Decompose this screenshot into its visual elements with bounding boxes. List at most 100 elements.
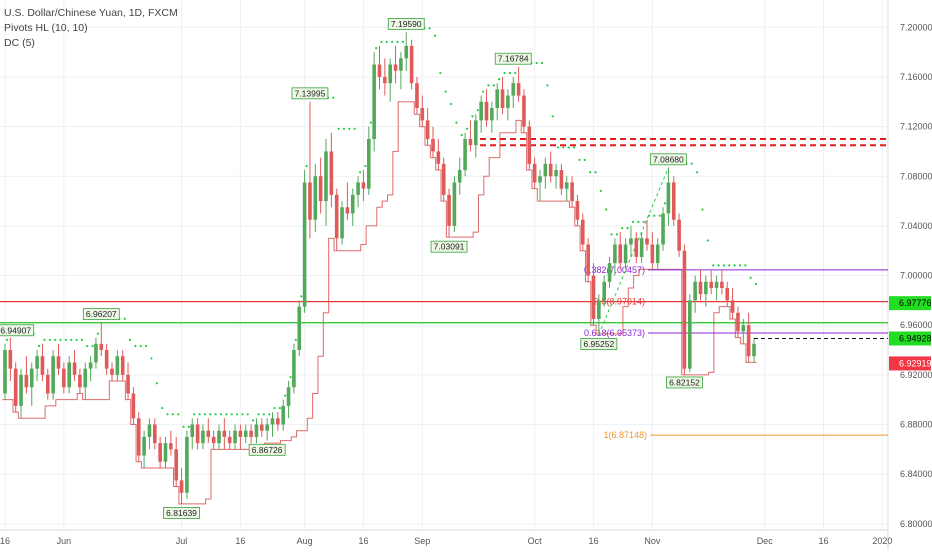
candle-body xyxy=(425,120,430,140)
candle-body xyxy=(350,194,355,214)
donchian-upper-dot xyxy=(722,264,726,267)
donchian-upper-dot xyxy=(615,233,619,236)
candle-body xyxy=(554,170,558,177)
donchian-upper-dot xyxy=(278,406,281,410)
donchian-upper-dot xyxy=(696,171,699,174)
donchian-upper-dot xyxy=(642,220,645,224)
candle-body xyxy=(452,182,457,226)
price-tag xyxy=(889,356,931,371)
donchian-upper-dot xyxy=(182,425,185,428)
time-tick-label: Sep xyxy=(414,536,430,546)
donchian-upper-dot xyxy=(235,413,239,416)
donchian-upper-dot xyxy=(241,413,244,416)
donchian-upper-dot xyxy=(5,338,9,341)
donchian-upper-dot xyxy=(631,220,635,224)
candle-body xyxy=(597,300,601,319)
price-tick-label: 7.00000 xyxy=(900,271,932,281)
candle-body xyxy=(222,430,227,437)
donchian-upper-dot xyxy=(744,264,747,267)
donchian-upper-dot xyxy=(342,127,346,130)
donchian-upper-dot xyxy=(91,344,94,348)
candle-body xyxy=(163,443,168,462)
pivot-label: 6.96207 xyxy=(86,309,117,319)
time-tick-label: 16 xyxy=(0,536,10,546)
candle-body xyxy=(570,182,574,202)
donchian-lower xyxy=(2,101,757,505)
candle-body xyxy=(677,219,681,251)
candle-body xyxy=(94,343,98,363)
donchian-upper-dot xyxy=(134,344,137,348)
candle-body xyxy=(270,418,275,425)
candle-body xyxy=(490,107,494,121)
donchian-upper-dot xyxy=(567,146,570,149)
candle-body xyxy=(243,430,248,437)
candle-body xyxy=(313,176,318,220)
pivot-label: 6.95252 xyxy=(583,339,614,349)
donchian-upper-dot xyxy=(139,344,142,348)
candle-body xyxy=(35,356,39,369)
candle-body xyxy=(126,374,130,394)
donchian-upper-dot xyxy=(754,282,758,286)
donchian-upper-dot xyxy=(439,71,442,75)
candle-body xyxy=(431,139,435,152)
candle-body xyxy=(741,325,746,332)
donchian-upper-dot xyxy=(503,71,506,75)
candle-body xyxy=(522,95,526,127)
pivot-label: 7.03091 xyxy=(434,242,465,252)
candle-body xyxy=(136,418,141,456)
donchian-upper-dot xyxy=(150,357,153,360)
price-tag-label: 6.92919 xyxy=(899,358,932,368)
donchian-upper-dot xyxy=(444,90,447,93)
candle-body xyxy=(276,418,280,425)
candle-body xyxy=(185,436,189,493)
candle-body xyxy=(13,368,18,406)
donchian-upper-dot xyxy=(64,338,67,341)
donchian-upper-dot xyxy=(48,338,51,341)
donchian-upper-dot xyxy=(428,27,431,30)
donchian-upper-dot xyxy=(246,413,249,416)
candle-body xyxy=(260,424,264,431)
price-tick-label: 6.88000 xyxy=(900,419,932,429)
donchian-upper-dot xyxy=(690,162,693,165)
donchian-upper-dot xyxy=(337,127,340,130)
donchian-upper-dot xyxy=(540,61,544,65)
candle-body xyxy=(62,368,66,388)
donchian-upper-dot xyxy=(492,84,495,87)
donchian-upper-dot xyxy=(294,338,297,341)
donchian-upper-dot xyxy=(728,264,731,267)
candle-body xyxy=(575,201,580,220)
candle-body xyxy=(67,362,71,388)
price-tick-label: 7.12000 xyxy=(900,122,932,132)
donchian-upper-dot xyxy=(364,164,367,168)
candle-body xyxy=(206,430,211,437)
time-tick-label: 16 xyxy=(588,536,598,546)
time-tick-label: Jun xyxy=(57,536,72,546)
donchian-upper-dot xyxy=(177,413,180,416)
candle-body xyxy=(688,300,692,369)
candle-body xyxy=(120,356,125,375)
candle-body xyxy=(441,163,446,195)
candle-body xyxy=(495,89,499,108)
pivot-label-box xyxy=(387,17,425,30)
pivot-label-box xyxy=(163,507,200,519)
candle-body xyxy=(415,83,419,108)
candle-body xyxy=(174,449,178,481)
candle-body xyxy=(752,343,756,357)
donchian-upper-dot xyxy=(273,406,276,410)
candle-body xyxy=(19,374,23,406)
candle-body xyxy=(736,312,740,332)
donchian-upper-dot xyxy=(96,332,100,335)
candle-body xyxy=(51,356,55,394)
donchian-upper-dot xyxy=(86,344,89,348)
donchian-upper-dot xyxy=(70,338,73,341)
candle-body xyxy=(655,244,660,264)
pivot-label-box xyxy=(291,87,329,100)
donchian-upper-dot xyxy=(706,239,709,242)
candle-body xyxy=(383,76,387,84)
candle-body xyxy=(671,182,676,220)
candle-body xyxy=(698,281,703,295)
donchian-upper-dot xyxy=(198,413,201,416)
donchian-upper-dot xyxy=(171,413,174,416)
